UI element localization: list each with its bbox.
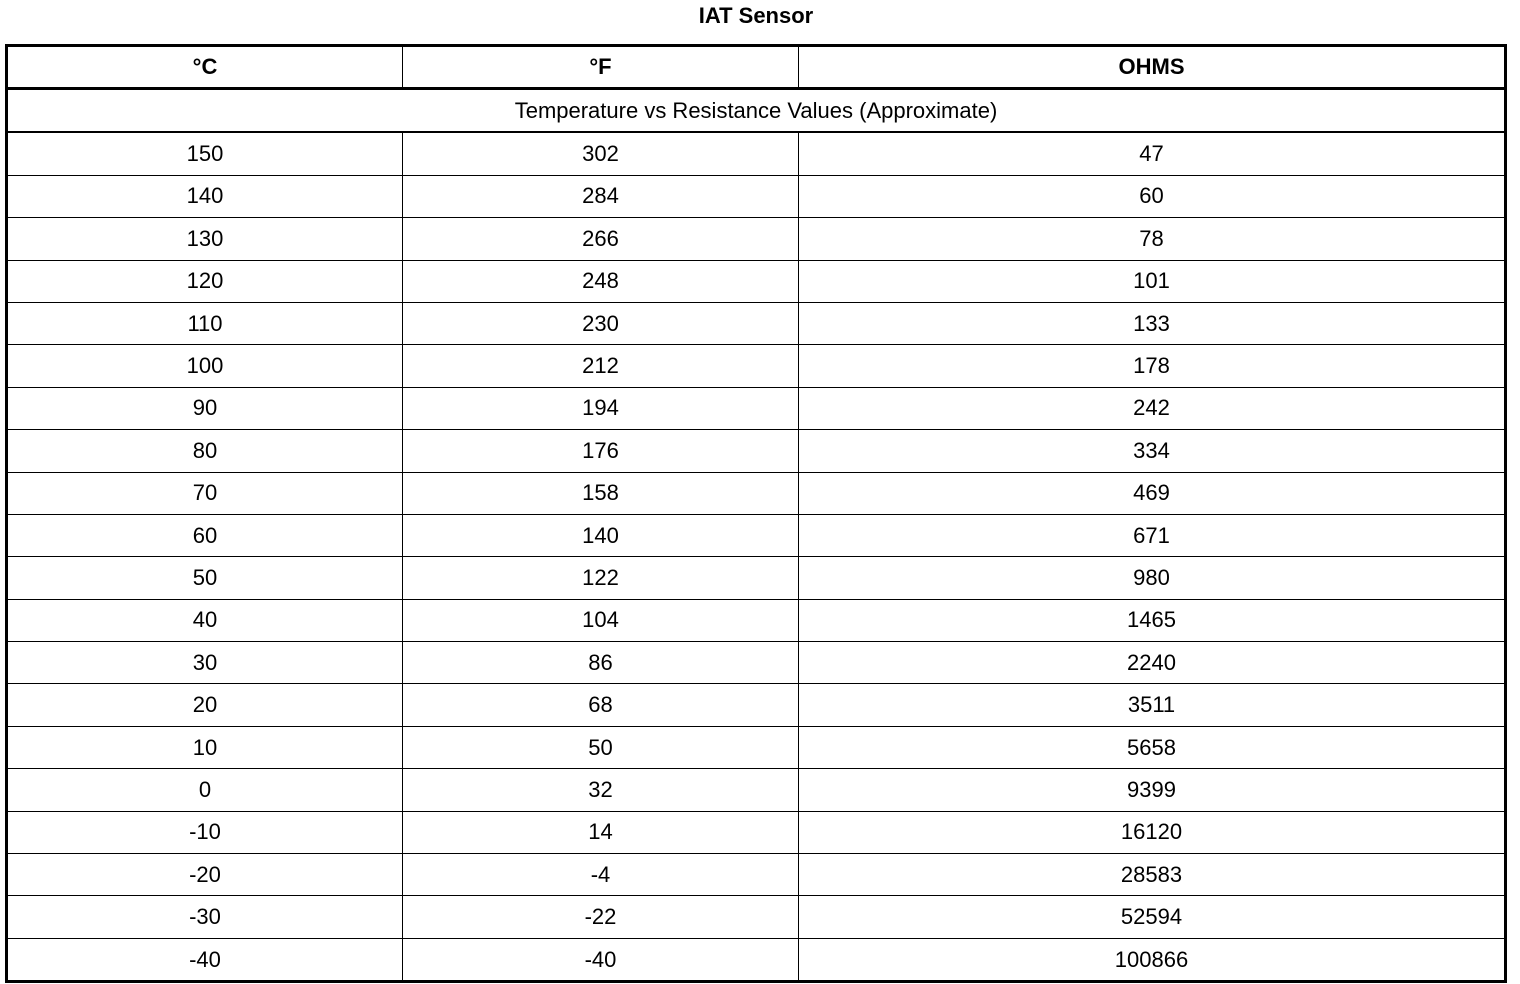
- fahrenheit-cell: 32: [402, 768, 799, 812]
- fahrenheit-cell: 14: [402, 810, 799, 855]
- ohms-cell: 101: [798, 259, 1506, 303]
- celsius-cell: 40: [6, 598, 403, 643]
- celsius-cell: 110: [6, 301, 403, 346]
- fahrenheit-cell: 122: [402, 556, 799, 600]
- header-celsius: °C: [6, 45, 403, 90]
- table-row: 140 284 60: [6, 174, 1506, 219]
- fahrenheit-cell: 176: [402, 429, 799, 473]
- celsius-cell: 90: [6, 386, 403, 431]
- table-row: 130 266 78: [6, 217, 1506, 261]
- fahrenheit-cell: 248: [402, 259, 799, 303]
- celsius-cell: 150: [6, 131, 403, 176]
- table-row: 50 122 980: [6, 556, 1506, 600]
- celsius-cell: 50: [6, 556, 403, 600]
- ohms-cell: 2240: [798, 641, 1506, 685]
- ohms-cell: 5658: [798, 725, 1506, 770]
- page-title: IAT Sensor: [698, 3, 814, 28]
- celsius-cell: 100: [6, 344, 403, 388]
- ohms-cell: 980: [798, 556, 1506, 600]
- table-row: 20 68 3511: [6, 683, 1506, 727]
- celsius-cell: 140: [6, 174, 403, 219]
- table-row: 80 176 334: [6, 429, 1506, 473]
- ohms-cell: 1465: [798, 598, 1506, 643]
- fahrenheit-cell: 284: [402, 174, 799, 219]
- ohms-cell: 52594: [798, 895, 1506, 939]
- table-subtitle: Temperature vs Resistance Values (Approx…: [6, 88, 1506, 134]
- fahrenheit-cell: 158: [402, 471, 799, 515]
- iat-sensor-table: °C °F OHMS Temperature vs Resistance Val…: [5, 44, 1507, 984]
- celsius-cell: 80: [6, 429, 403, 473]
- ohms-cell: 28583: [798, 853, 1506, 897]
- ohms-cell: 334: [798, 429, 1506, 473]
- ohms-cell: 16120: [798, 810, 1506, 855]
- ohms-cell: 242: [798, 386, 1506, 431]
- fahrenheit-cell: 86: [402, 641, 799, 685]
- ohms-cell: 469: [798, 471, 1506, 515]
- celsius-cell: -40: [6, 937, 403, 983]
- table-row: -30 -22 52594: [6, 895, 1506, 939]
- table-row: 30 86 2240: [6, 641, 1506, 685]
- fahrenheit-cell: 50: [402, 725, 799, 770]
- header-ohms: OHMS: [798, 45, 1506, 90]
- ohms-cell: 3511: [798, 683, 1506, 727]
- table-row: 110 230 133: [6, 301, 1506, 346]
- header-fahrenheit: °F: [402, 45, 799, 90]
- celsius-cell: 130: [6, 217, 403, 261]
- fahrenheit-cell: -40: [402, 937, 799, 983]
- celsius-cell: -10: [6, 810, 403, 855]
- table-row: -10 14 16120: [6, 810, 1506, 855]
- table-row: 100 212 178: [6, 344, 1506, 388]
- ohms-cell: 78: [798, 217, 1506, 261]
- fahrenheit-cell: 302: [402, 131, 799, 176]
- table-row: 90 194 242: [6, 386, 1506, 431]
- fahrenheit-cell: 140: [402, 513, 799, 558]
- fahrenheit-cell: 212: [402, 344, 799, 388]
- celsius-cell: 10: [6, 725, 403, 770]
- celsius-cell: 20: [6, 683, 403, 727]
- fahrenheit-cell: 230: [402, 301, 799, 346]
- table-row: 70 158 469: [6, 471, 1506, 515]
- table-row: 40 104 1465: [6, 598, 1506, 643]
- ohms-cell: 47: [798, 131, 1506, 176]
- table-row: 0 32 9399: [6, 768, 1506, 812]
- ohms-cell: 9399: [798, 768, 1506, 812]
- fahrenheit-cell: 104: [402, 598, 799, 643]
- celsius-cell: 120: [6, 259, 403, 303]
- fahrenheit-cell: -4: [402, 853, 799, 897]
- celsius-cell: 70: [6, 471, 403, 515]
- celsius-cell: 30: [6, 641, 403, 685]
- ohms-cell: 100866: [798, 937, 1506, 983]
- table-row: -40 -40 100866: [6, 937, 1506, 983]
- subtitle-row: Temperature vs Resistance Values (Approx…: [6, 88, 1506, 134]
- fahrenheit-cell: 266: [402, 217, 799, 261]
- celsius-cell: -30: [6, 895, 403, 939]
- fahrenheit-cell: 68: [402, 683, 799, 727]
- ohms-cell: 178: [798, 344, 1506, 388]
- ohms-cell: 671: [798, 513, 1506, 558]
- ohms-cell: 60: [798, 174, 1506, 219]
- header-row: °C °F OHMS: [6, 45, 1506, 90]
- table-row: 120 248 101: [6, 259, 1506, 303]
- celsius-cell: 60: [6, 513, 403, 558]
- fahrenheit-cell: 194: [402, 386, 799, 431]
- fahrenheit-cell: -22: [402, 895, 799, 939]
- celsius-cell: -20: [6, 853, 403, 897]
- table-row: 10 50 5658: [6, 725, 1506, 770]
- ohms-cell: 133: [798, 301, 1506, 346]
- table-row: 60 140 671: [6, 513, 1506, 558]
- table-row: -20 -4 28583: [6, 853, 1506, 897]
- table-row: 150 302 47: [6, 131, 1506, 176]
- celsius-cell: 0: [6, 768, 403, 812]
